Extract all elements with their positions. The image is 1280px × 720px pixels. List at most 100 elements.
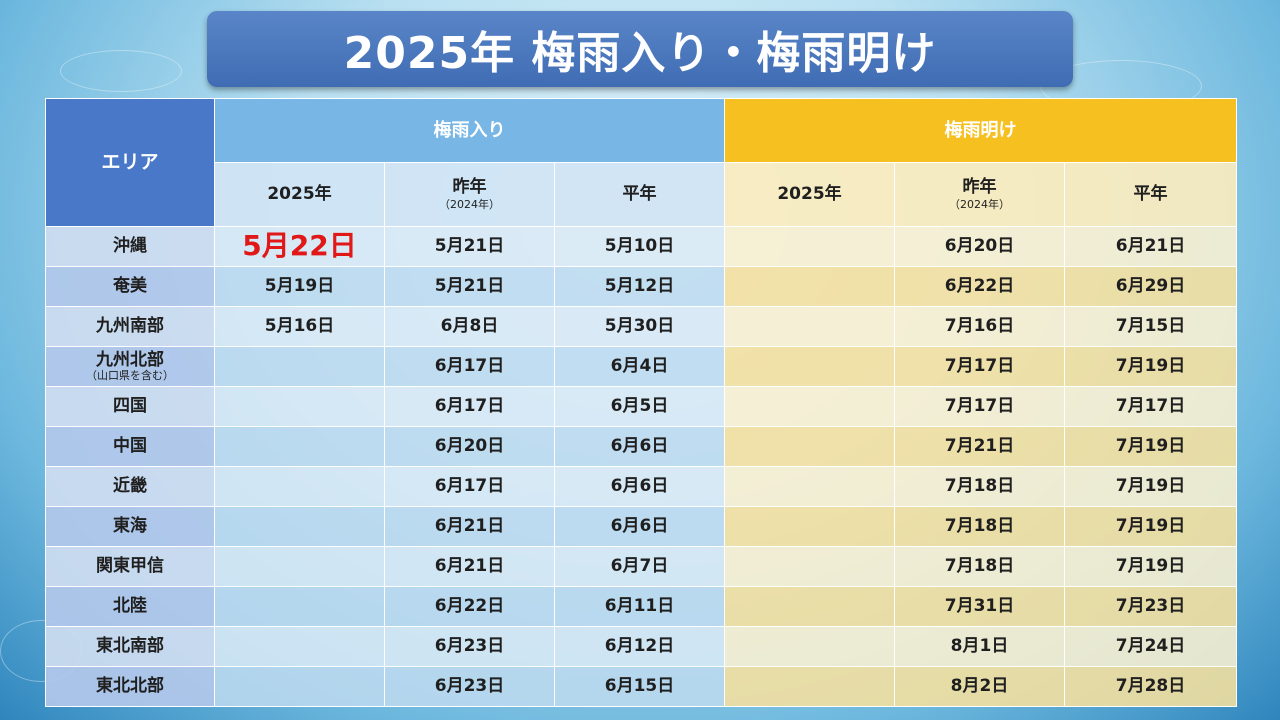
- ake-2024-cell: 6月20日: [894, 226, 1066, 267]
- iri-2024-cell: 6月21日: [384, 506, 555, 547]
- iri-normal-cell: 6月12日: [553, 626, 726, 667]
- area-name: 沖縄: [45, 226, 215, 267]
- ake-2024-cell: 7月31日: [894, 586, 1066, 627]
- area-name: 北陸: [45, 586, 215, 627]
- area-name: 関東甲信: [45, 546, 215, 587]
- header-tsuyu-ake: 梅雨明け: [724, 98, 1238, 163]
- area-name: 九州北部 （山口県を含む）: [45, 346, 215, 387]
- ake-2025-cell: [724, 666, 896, 707]
- table-row: 奄美 5月19日 5月21日 5月12日 6月22日 6月29日: [45, 266, 1238, 307]
- ake-2025-cell: [724, 466, 896, 507]
- iri-2024-cell: 6月20日: [384, 426, 555, 467]
- ake-2025-cell: [724, 306, 896, 347]
- iri-2025-cell: [214, 346, 385, 387]
- ake-normal-cell: 7月19日: [1064, 506, 1238, 547]
- ake-normal-cell: 7月19日: [1064, 466, 1238, 507]
- iri-normal-cell: 6月11日: [553, 586, 726, 627]
- ake-2025-cell: [724, 546, 896, 587]
- iri-2024-cell: 6月23日: [384, 666, 555, 707]
- header-ake-normal: 平年: [1064, 162, 1238, 227]
- ake-2024-cell: 7月16日: [894, 306, 1066, 347]
- tsuyu-table: エリア 梅雨入り 梅雨明け 2025年 昨年 （2024年） 平年 2025年 …: [45, 98, 1238, 707]
- ake-normal-cell: 7月24日: [1064, 626, 1238, 667]
- iri-normal-cell: 5月30日: [553, 306, 726, 347]
- ake-2024-cell: 7月18日: [894, 506, 1066, 547]
- table-row: 東海 6月21日 6月6日 7月18日 7月19日: [45, 506, 1238, 547]
- ake-2024-cell: 7月17日: [894, 386, 1066, 427]
- iri-2025-cell: [214, 386, 385, 427]
- water-ripple: [60, 50, 182, 92]
- header-last-year-label: 昨年: [452, 177, 487, 198]
- iri-normal-cell: 6月6日: [553, 466, 726, 507]
- area-name: 東北北部: [45, 666, 215, 707]
- ake-normal-cell: 6月21日: [1064, 226, 1238, 267]
- ake-2024-cell: 8月2日: [894, 666, 1066, 707]
- ake-2025-cell: [724, 386, 896, 427]
- ake-2024-cell: 6月22日: [894, 266, 1066, 307]
- ake-normal-cell: 7月23日: [1064, 586, 1238, 627]
- iri-2025-cell: 5月19日: [214, 266, 385, 307]
- ake-normal-cell: 7月28日: [1064, 666, 1238, 707]
- table-row: 北陸 6月22日 6月11日 7月31日 7月23日: [45, 586, 1238, 627]
- iri-2024-cell: 6月17日: [384, 346, 555, 387]
- iri-2025-cell: 5月16日: [214, 306, 385, 347]
- header-iri-last-year: 昨年 （2024年）: [384, 162, 555, 227]
- table-row: 近畿 6月17日 6月6日 7月18日 7月19日: [45, 466, 1238, 507]
- ake-2024-cell: 7月18日: [894, 546, 1066, 587]
- iri-normal-cell: 6月4日: [553, 346, 726, 387]
- iri-normal-cell: 6月15日: [553, 666, 726, 707]
- table-row: 東北北部 6月23日 6月15日 8月2日 7月28日: [45, 666, 1238, 707]
- iri-2024-cell: 6月8日: [384, 306, 555, 347]
- ake-normal-cell: 7月19日: [1064, 346, 1238, 387]
- ake-normal-cell: 7月19日: [1064, 426, 1238, 467]
- header-ake-last-year: 昨年 （2024年）: [894, 162, 1066, 227]
- ake-2024-cell: 8月1日: [894, 626, 1066, 667]
- ake-2025-cell: [724, 426, 896, 467]
- header-tsuyu-iri: 梅雨入り: [213, 98, 726, 163]
- area-label: 九州北部: [96, 349, 164, 370]
- ake-2024-cell: 7月18日: [894, 466, 1066, 507]
- iri-normal-cell: 6月7日: [553, 546, 726, 587]
- ake-2025-cell: [724, 226, 896, 267]
- iri-2025-cell: [214, 666, 385, 707]
- iri-normal-cell: 6月6日: [553, 506, 726, 547]
- ake-2025-cell: [724, 506, 896, 547]
- iri-2025-cell: 5月22日: [214, 226, 385, 267]
- area-name: 東北南部: [45, 626, 215, 667]
- header-last-year-label: 昨年: [962, 177, 997, 198]
- iri-2025-cell: [214, 586, 385, 627]
- iri-2025-cell: [214, 546, 385, 587]
- iri-2024-cell: 6月22日: [384, 586, 555, 627]
- header-last-year-note: （2024年）: [439, 197, 500, 211]
- table-row: 沖縄 5月22日 5月21日 5月10日 6月20日 6月21日: [45, 226, 1238, 267]
- ake-normal-cell: 7月19日: [1064, 546, 1238, 587]
- ake-2024-cell: 7月21日: [894, 426, 1066, 467]
- ake-normal-cell: 7月17日: [1064, 386, 1238, 427]
- iri-2025-cell: [214, 426, 385, 467]
- iri-2024-cell: 6月21日: [384, 546, 555, 587]
- area-name: 近畿: [45, 466, 215, 507]
- iri-normal-cell: 5月12日: [553, 266, 726, 307]
- table-row: 関東甲信 6月21日 6月7日 7月18日 7月19日: [45, 546, 1238, 587]
- iri-normal-cell: 6月6日: [553, 426, 726, 467]
- ake-2025-cell: [724, 266, 896, 307]
- header-iri-2025: 2025年: [214, 162, 385, 227]
- table-row: 東北南部 6月23日 6月12日 8月1日 7月24日: [45, 626, 1238, 667]
- area-name: 奄美: [45, 266, 215, 307]
- table-row: 四国 6月17日 6月5日 7月17日 7月17日: [45, 386, 1238, 427]
- header-iri-normal: 平年: [553, 162, 726, 227]
- area-name: 中国: [45, 426, 215, 467]
- ake-2025-cell: [724, 586, 896, 627]
- iri-2025-cell: [214, 466, 385, 507]
- iri-normal-cell: 5月10日: [553, 226, 726, 267]
- iri-2025-cell: [214, 626, 385, 667]
- iri-2025-cell: [214, 506, 385, 547]
- area-note: （山口県を含む）: [86, 369, 174, 383]
- page-title: 2025年 梅雨入り・梅雨明け: [207, 11, 1073, 87]
- header-area: エリア: [45, 98, 215, 227]
- area-name: 九州南部: [45, 306, 215, 347]
- iri-2024-cell: 5月21日: [384, 226, 555, 267]
- iri-2024-cell: 6月23日: [384, 626, 555, 667]
- ake-2025-cell: [724, 346, 896, 387]
- iri-2024-cell: 6月17日: [384, 386, 555, 427]
